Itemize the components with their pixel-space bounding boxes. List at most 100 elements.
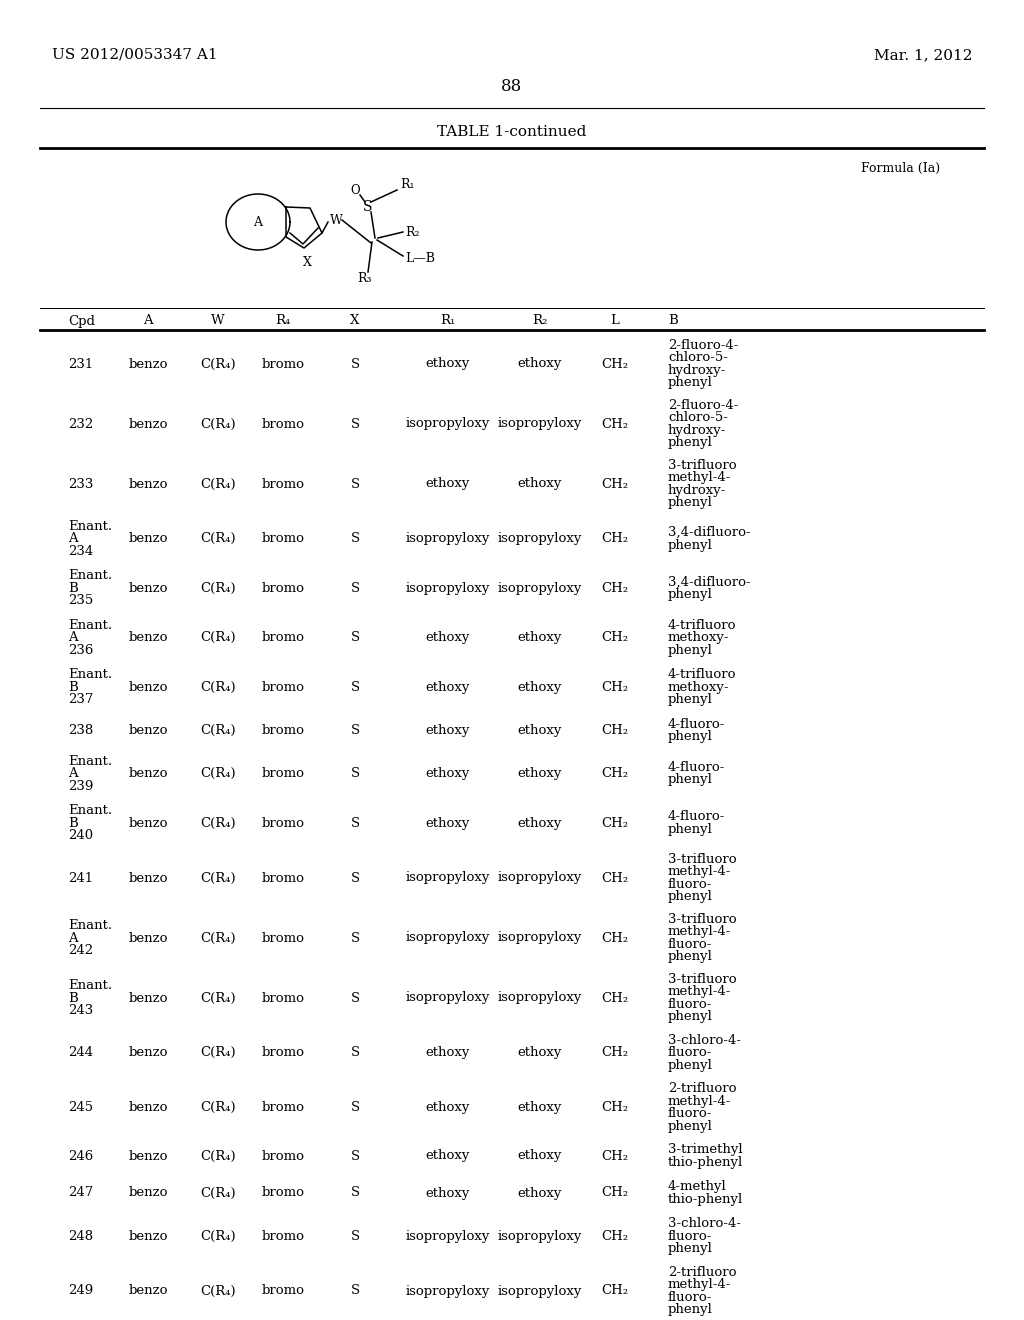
Text: phenyl: phenyl	[668, 822, 713, 836]
Text: S: S	[350, 582, 359, 595]
Text: phenyl: phenyl	[668, 376, 713, 389]
Text: bromo: bromo	[261, 1150, 304, 1163]
Text: CH₂: CH₂	[601, 1047, 629, 1059]
Text: Enant.: Enant.	[68, 569, 112, 582]
Text: C(R₄): C(R₄)	[200, 723, 236, 737]
Text: ethoxy: ethoxy	[518, 767, 562, 780]
Text: ethoxy: ethoxy	[518, 631, 562, 644]
Text: fluoro-: fluoro-	[668, 937, 713, 950]
Text: methyl-4-: methyl-4-	[668, 471, 731, 484]
Text: 235: 235	[68, 594, 93, 607]
Text: L: L	[610, 314, 620, 327]
Text: CH₂: CH₂	[601, 681, 629, 694]
Text: isopropyloxy: isopropyloxy	[498, 991, 583, 1005]
Text: 4-methyl: 4-methyl	[668, 1180, 727, 1193]
Text: R₂: R₂	[532, 314, 548, 327]
Text: 238: 238	[68, 723, 93, 737]
Text: phenyl: phenyl	[668, 890, 713, 903]
Text: phenyl: phenyl	[668, 950, 713, 964]
Text: 2-fluoro-4-: 2-fluoro-4-	[668, 399, 738, 412]
Text: S: S	[350, 1187, 359, 1200]
Text: A: A	[68, 767, 78, 780]
Text: isopropyloxy: isopropyloxy	[498, 871, 583, 884]
Text: fluoro-: fluoro-	[668, 1107, 713, 1121]
Text: C(R₄): C(R₄)	[200, 1047, 236, 1059]
Text: 3-trifluoro: 3-trifluoro	[668, 973, 736, 986]
Text: S: S	[350, 478, 359, 491]
Text: 232: 232	[68, 417, 93, 430]
Text: B: B	[68, 681, 78, 694]
Text: phenyl: phenyl	[668, 693, 713, 706]
Text: isopropyloxy: isopropyloxy	[406, 871, 490, 884]
Text: Enant.: Enant.	[68, 668, 112, 681]
Text: chloro-5-: chloro-5-	[668, 351, 728, 364]
Text: B: B	[668, 314, 678, 327]
Text: Enant.: Enant.	[68, 804, 112, 817]
Text: CH₂: CH₂	[601, 932, 629, 945]
Text: Enant.: Enant.	[68, 619, 112, 632]
Text: isopropyloxy: isopropyloxy	[406, 1284, 490, 1298]
Text: CH₂: CH₂	[601, 1284, 629, 1298]
Text: methoxy-: methoxy-	[668, 681, 729, 694]
Text: X: X	[302, 256, 311, 269]
Text: 3-trifluoro: 3-trifluoro	[668, 912, 736, 925]
Text: B: B	[68, 991, 78, 1005]
Text: phenyl: phenyl	[668, 1242, 713, 1255]
Text: C(R₄): C(R₄)	[200, 417, 236, 430]
Text: methyl-4-: methyl-4-	[668, 1278, 731, 1291]
Text: benzo: benzo	[128, 532, 168, 545]
Text: A: A	[68, 532, 78, 545]
Text: 3-chloro-4-: 3-chloro-4-	[668, 1034, 741, 1047]
Text: isopropyloxy: isopropyloxy	[498, 582, 583, 595]
Text: 248: 248	[68, 1230, 93, 1242]
Text: benzo: benzo	[128, 1047, 168, 1059]
Text: 240: 240	[68, 829, 93, 842]
Text: 246: 246	[68, 1150, 93, 1163]
Text: 231: 231	[68, 358, 93, 371]
Text: C(R₄): C(R₄)	[200, 631, 236, 644]
Text: S: S	[350, 1284, 359, 1298]
Text: O: O	[350, 183, 359, 197]
Text: phenyl: phenyl	[668, 1303, 713, 1316]
Text: TABLE 1-continued: TABLE 1-continued	[437, 125, 587, 139]
Text: bromo: bromo	[261, 1047, 304, 1059]
Text: CH₂: CH₂	[601, 767, 629, 780]
Text: bromo: bromo	[261, 932, 304, 945]
Text: bromo: bromo	[261, 817, 304, 830]
Text: 3,4-difluoro-: 3,4-difluoro-	[668, 525, 751, 539]
Text: S: S	[350, 681, 359, 694]
Text: 4-trifluoro: 4-trifluoro	[668, 668, 736, 681]
Text: ethoxy: ethoxy	[518, 1150, 562, 1163]
Text: Enant.: Enant.	[68, 755, 112, 768]
Text: R₃: R₃	[357, 272, 373, 285]
Text: benzo: benzo	[128, 582, 168, 595]
Text: ethoxy: ethoxy	[426, 1101, 470, 1114]
Text: S: S	[350, 532, 359, 545]
Text: C(R₄): C(R₄)	[200, 1150, 236, 1163]
Text: 237: 237	[68, 693, 93, 706]
Text: fluoro-: fluoro-	[668, 878, 713, 891]
Text: C(R₄): C(R₄)	[200, 817, 236, 830]
Text: 3,4-difluoro-: 3,4-difluoro-	[668, 576, 751, 589]
Text: B: B	[68, 582, 78, 595]
Text: S: S	[350, 631, 359, 644]
Text: ethoxy: ethoxy	[518, 1047, 562, 1059]
Text: 3-chloro-4-: 3-chloro-4-	[668, 1217, 741, 1230]
Text: S: S	[350, 1101, 359, 1114]
Text: benzo: benzo	[128, 767, 168, 780]
Text: 236: 236	[68, 644, 93, 657]
Text: CH₂: CH₂	[601, 1187, 629, 1200]
Text: Mar. 1, 2012: Mar. 1, 2012	[873, 48, 972, 62]
Text: benzo: benzo	[128, 932, 168, 945]
Text: thio-phenyl: thio-phenyl	[668, 1156, 743, 1168]
Text: C(R₄): C(R₄)	[200, 991, 236, 1005]
Text: ethoxy: ethoxy	[518, 723, 562, 737]
Text: S: S	[350, 932, 359, 945]
Text: bromo: bromo	[261, 681, 304, 694]
Text: chloro-5-: chloro-5-	[668, 412, 728, 424]
Text: ethoxy: ethoxy	[518, 1101, 562, 1114]
Text: W: W	[330, 214, 343, 227]
Text: ethoxy: ethoxy	[426, 723, 470, 737]
Text: Enant.: Enant.	[68, 979, 112, 993]
Text: ethoxy: ethoxy	[426, 767, 470, 780]
